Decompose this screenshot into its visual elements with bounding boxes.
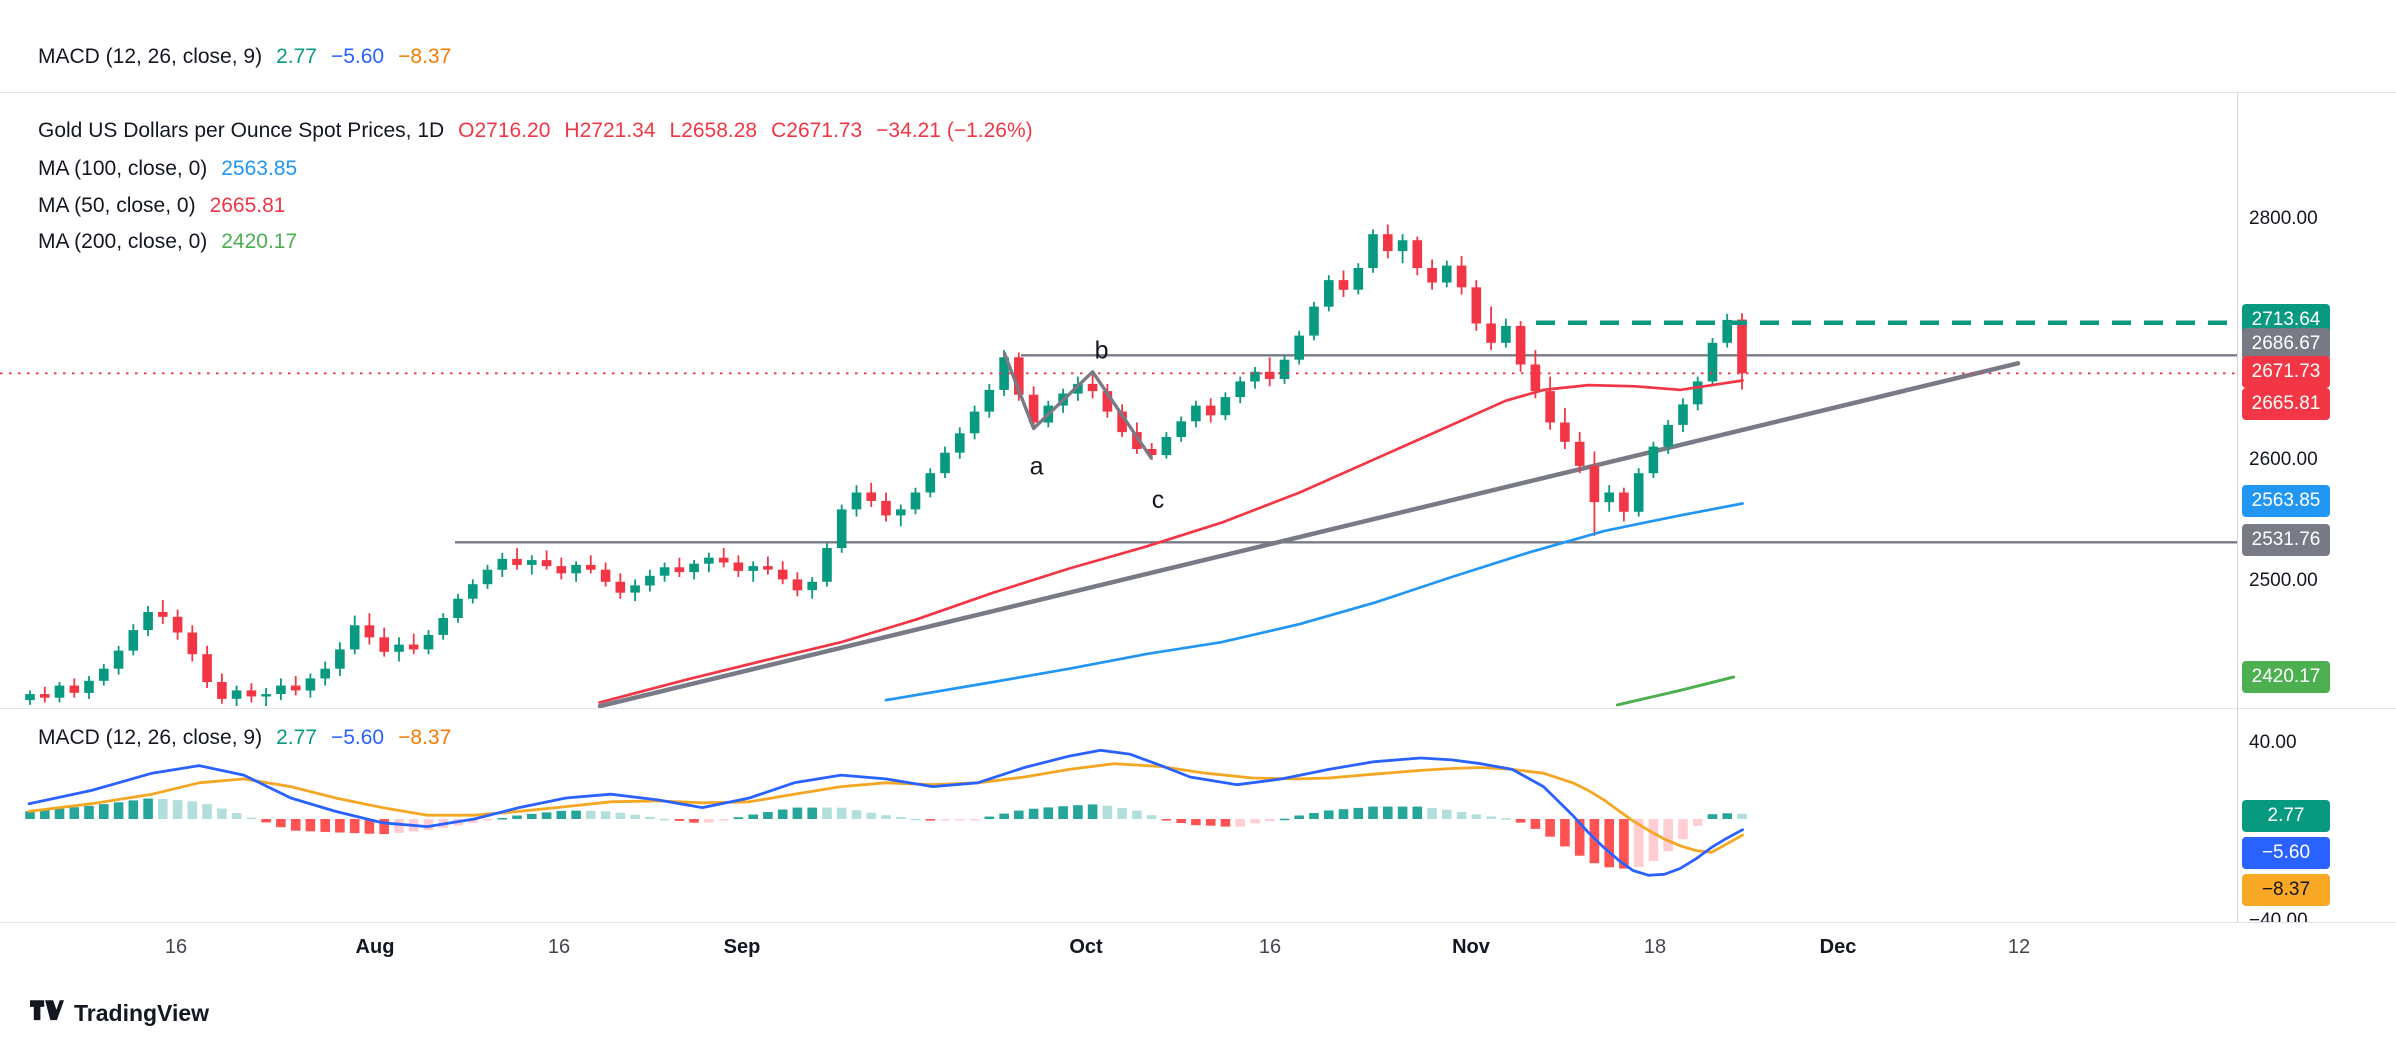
- clipped-axis-label-wrap: −40.00: [2237, 903, 2396, 922]
- clipped-axis-label: −40.00: [2249, 910, 2308, 922]
- ma50-label: MA (50, close, 0): [38, 194, 196, 217]
- time-label: 16: [1258, 936, 1282, 958]
- ohlc-close: C2671.73: [771, 119, 863, 142]
- tradingview-logo-text: TradingView: [74, 1000, 210, 1026]
- macd-hist-value: 2.77: [276, 45, 317, 68]
- time-label: 18: [1643, 936, 1667, 958]
- price-badge: 2665.81: [2242, 388, 2330, 420]
- ma100-value: 2563.85: [221, 157, 298, 180]
- svg-text:b: b: [1095, 337, 1109, 365]
- ma100-label: MA (100, close, 0): [38, 157, 208, 180]
- price-badge: 2671.73: [2242, 356, 2330, 388]
- price-axis-divider: [2237, 92, 2238, 922]
- macd-pane-title: MACD (12, 26, close, 9): [38, 726, 263, 749]
- time-label: Dec: [1819, 936, 1857, 958]
- macd-legend-top[interactable]: MACD (12, 26, close, 9) 2.77 −5.60 −8.37: [38, 44, 451, 70]
- price-badge: 2563.85: [2242, 485, 2330, 517]
- time-label: Sep: [723, 936, 761, 958]
- time-axis[interactable]: 16 Aug 16 Sep Oct 16 Nov 18 Dec 12: [0, 922, 2396, 974]
- macd-chart-svg[interactable]: [0, 708, 2237, 922]
- price-badge: 2.77: [2242, 800, 2330, 832]
- time-label: Nov: [1452, 936, 1490, 958]
- pane-divider-top: [0, 92, 2396, 93]
- time-axis-divider: [0, 922, 2396, 923]
- price-badge: −8.37: [2242, 874, 2330, 906]
- time-label: 16: [547, 936, 571, 958]
- ohlc-change: −34.21 (−1.26%): [876, 119, 1033, 142]
- time-label: 12: [2007, 936, 2031, 958]
- macd-legend-title: MACD (12, 26, close, 9): [38, 45, 263, 68]
- macd-pane-signal-value: −8.37: [398, 726, 452, 749]
- price-badge: 2420.17: [2242, 661, 2330, 693]
- price-badge: 2686.67: [2242, 328, 2330, 360]
- ma100-legend[interactable]: MA (100, close, 0) 2563.85: [38, 156, 297, 182]
- symbol-title: Gold US Dollars per Ounce Spot Prices, 1…: [38, 119, 445, 142]
- ma200-label: MA (200, close, 0): [38, 230, 208, 253]
- ma50-value: 2665.81: [209, 194, 286, 217]
- svg-text:a: a: [1030, 453, 1044, 481]
- ohlc-open: O2716.20: [458, 119, 551, 142]
- axis-label: 2500.00: [2249, 569, 2318, 591]
- ma200-legend[interactable]: MA (200, close, 0) 2420.17: [38, 229, 297, 255]
- pane-divider-macd: [0, 708, 2396, 709]
- macd-signal-value: −8.37: [398, 45, 452, 68]
- ohlc-low: L2658.28: [669, 119, 758, 142]
- time-label: 16: [164, 936, 188, 958]
- macd-line-value: −5.60: [330, 45, 385, 68]
- symbol-legend[interactable]: Gold US Dollars per Ounce Spot Prices, 1…: [38, 118, 1033, 144]
- price-badge: −5.60: [2242, 837, 2330, 869]
- main-chart-svg[interactable]: a b c: [0, 92, 2237, 709]
- price-badge: 2531.76: [2242, 524, 2330, 556]
- macd-legend-pane[interactable]: MACD (12, 26, close, 9) 2.77 −5.60 −8.37: [38, 725, 451, 751]
- axis-label: 2800.00: [2249, 207, 2318, 229]
- macd-pane-hist-value: 2.77: [276, 726, 317, 749]
- price-axis[interactable]: −40.00 2800.00 2600.00 2500.00 40.00 2713.64…: [2237, 0, 2396, 1055]
- macd-pane-line-value: −5.60: [330, 726, 385, 749]
- time-label: Oct: [1069, 936, 1103, 958]
- ma200-value: 2420.17: [221, 230, 298, 253]
- time-label: Aug: [355, 936, 395, 958]
- axis-label: 40.00: [2249, 731, 2297, 753]
- svg-text:c: c: [1152, 486, 1165, 514]
- tradingview-logo[interactable]: TradingView: [30, 1000, 209, 1027]
- ohlc-high: H2721.34: [564, 119, 656, 142]
- tradingview-logo-icon: [30, 1000, 64, 1021]
- ma50-legend[interactable]: MA (50, close, 0) 2665.81: [38, 193, 285, 219]
- axis-label: 2600.00: [2249, 448, 2318, 470]
